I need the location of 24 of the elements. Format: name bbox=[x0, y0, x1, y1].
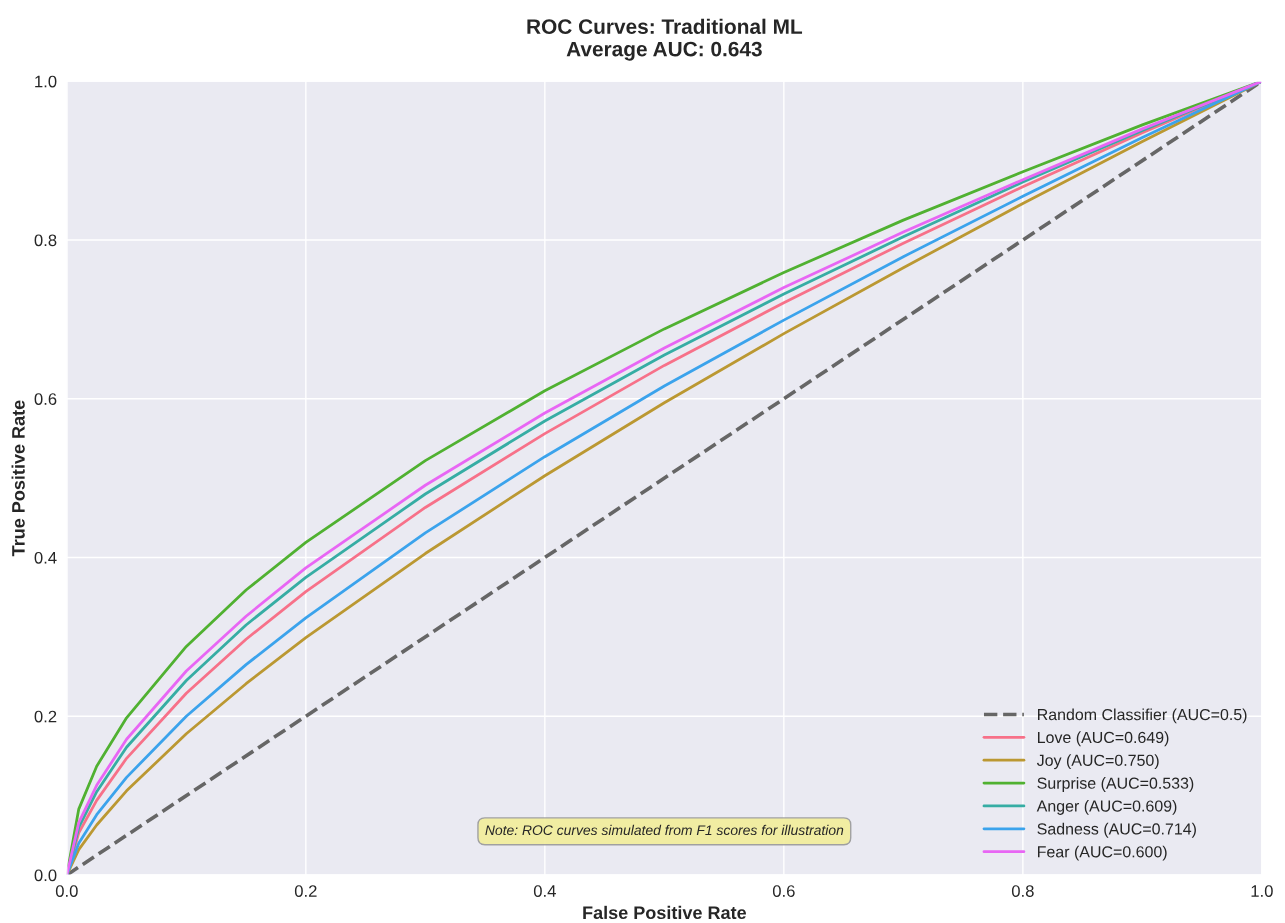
x-axis-title: False Positive Rate bbox=[583, 905, 747, 920]
x-tick-label: 0.2 bbox=[294, 885, 317, 897]
legend-label: Random Classifier (AUC=0.5) bbox=[1038, 708, 1247, 724]
x-tick-label: 0.6 bbox=[772, 885, 795, 897]
legend-label: Surprise (AUC=0.533) bbox=[1037, 777, 1194, 792]
x-tick-label: 0.4 bbox=[533, 885, 556, 897]
legend-label: Sadness (AUC=0.714) bbox=[1037, 822, 1196, 838]
y-tick-label: 0.0 bbox=[34, 869, 57, 882]
y-tick-label: 0.4 bbox=[34, 551, 57, 564]
y-axis-title: True Positive Rate bbox=[11, 400, 25, 557]
chart-title: ROC Curves: Traditional ML bbox=[527, 18, 803, 34]
y-tick-label: 0.8 bbox=[34, 234, 57, 247]
annotation: Note: ROC curves simulated from F1 scores for illustration bbox=[485, 824, 844, 836]
legend-label: Fear (AUC=0.600) bbox=[1038, 845, 1167, 861]
legend-label: Love (AUC=0.649) bbox=[1038, 731, 1169, 747]
y-tick-label: 1.0 bbox=[35, 75, 57, 88]
y-tick-label: 0.2 bbox=[34, 710, 57, 723]
x-tick-label: 0.8 bbox=[1011, 885, 1034, 897]
chart-subtitle: Average AUC: 0.643 bbox=[566, 41, 762, 61]
legend-label: Joy (AUC=0.750) bbox=[1036, 754, 1159, 770]
legend-label: Anger (AUC=0.609) bbox=[1036, 799, 1177, 815]
x-tick-label: 0.0 bbox=[55, 885, 78, 897]
y-tick-label: 0.6 bbox=[34, 393, 57, 405]
x-tick-label: 1.0 bbox=[1251, 885, 1273, 897]
